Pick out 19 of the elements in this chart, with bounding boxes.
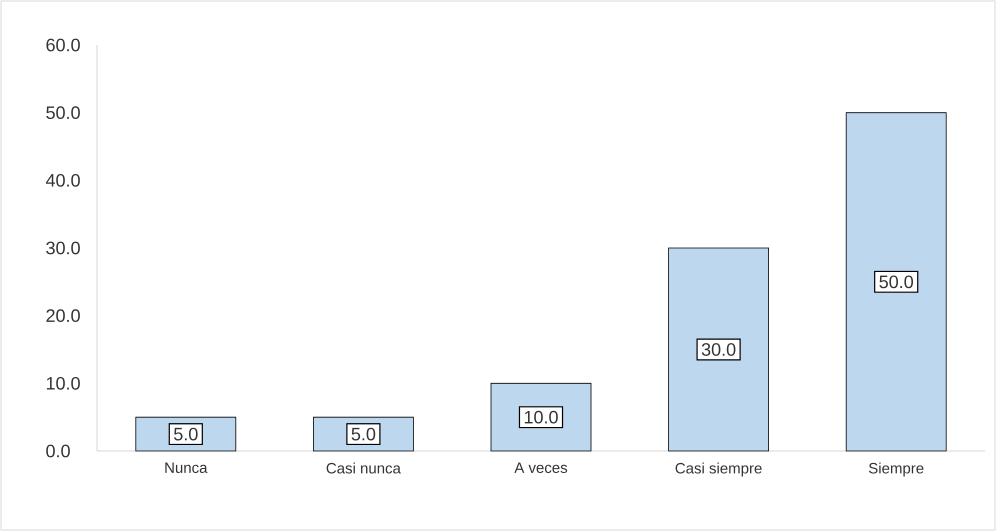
data-label: 10.0 — [524, 410, 558, 424]
bar — [846, 112, 947, 452]
y-tick-label: 30.0 — [46, 242, 80, 254]
x-tick-label: Nunca — [165, 462, 208, 473]
y-tick-label: 0.0 — [46, 444, 70, 458]
data-label: 50.0 — [879, 275, 914, 288]
y-tick-label: 60.0 — [46, 38, 80, 52]
y-tick-label: 40.0 — [46, 174, 80, 187]
data-label: 5.0 — [352, 428, 376, 440]
x-tick-label: Casi siempre — [676, 462, 762, 477]
y-tick-label: 50.0 — [46, 106, 80, 120]
x-tick-label: A veces — [514, 462, 568, 473]
x-tick-label: Casi nunca — [326, 462, 401, 474]
data-label: 30.0 — [702, 343, 736, 356]
bar — [668, 248, 770, 452]
y-tick-label: 20.0 — [46, 309, 80, 322]
x-tick-label: Siempre — [868, 462, 924, 477]
data-label: 5.0 — [174, 428, 198, 440]
y-tick-label: 10.0 — [46, 376, 80, 390]
